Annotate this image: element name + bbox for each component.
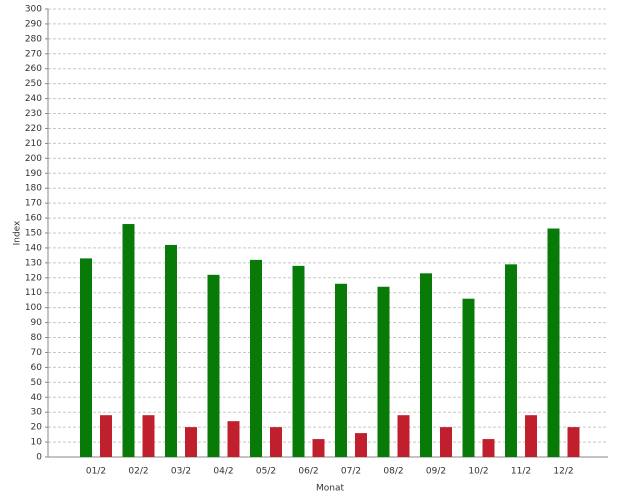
y-tick-label: 110 bbox=[25, 288, 42, 298]
bar bbox=[567, 427, 580, 457]
bar bbox=[250, 259, 262, 457]
y-tick-label: 230 bbox=[25, 109, 42, 119]
y-tick-label: 200 bbox=[25, 154, 42, 164]
y-tick-label: 60 bbox=[31, 363, 43, 373]
y-tick-label: 190 bbox=[25, 169, 42, 179]
y-tick-label: 240 bbox=[25, 94, 42, 104]
bar bbox=[440, 427, 452, 457]
x-tick-label: 03/2 bbox=[171, 467, 191, 477]
y-tick-label: 0 bbox=[36, 453, 42, 463]
y-tick-label: 300 bbox=[25, 5, 42, 15]
bar bbox=[185, 427, 197, 457]
bar bbox=[270, 427, 282, 457]
x-tick-label: 04/2 bbox=[213, 467, 233, 477]
bar bbox=[505, 264, 517, 457]
x-tick-label: 01/2 bbox=[86, 467, 106, 477]
x-tick-label: 07/2 bbox=[341, 467, 361, 477]
y-tick-label: 170 bbox=[25, 199, 42, 209]
x-tick-label: 12/2 bbox=[553, 467, 573, 477]
y-tick-label: 90 bbox=[31, 318, 43, 328]
y-tick-label: 150 bbox=[25, 229, 42, 239]
y-tick-label: 20 bbox=[31, 423, 43, 433]
y-tick-label: 10 bbox=[31, 438, 43, 448]
bar bbox=[122, 224, 135, 457]
y-tick-label: 70 bbox=[31, 348, 43, 358]
bar bbox=[100, 415, 112, 457]
y-tick-label: 30 bbox=[31, 408, 43, 418]
bar bbox=[397, 415, 410, 457]
x-axis-label: Monat bbox=[316, 484, 344, 494]
bar bbox=[165, 244, 177, 457]
bar bbox=[312, 439, 325, 457]
bar bbox=[420, 273, 432, 457]
x-tick-label: 05/2 bbox=[256, 467, 276, 477]
y-tick-label: 260 bbox=[25, 64, 42, 74]
y-axis-label: Index bbox=[13, 220, 23, 245]
y-tick-label: 50 bbox=[31, 378, 43, 388]
bar bbox=[525, 415, 537, 457]
y-tick-label: 120 bbox=[25, 273, 42, 283]
y-tick-label: 220 bbox=[25, 124, 42, 134]
bar bbox=[355, 433, 367, 457]
y-tick-label: 180 bbox=[25, 184, 42, 194]
y-tick-label: 80 bbox=[31, 333, 43, 343]
x-tick-label: 11/2 bbox=[511, 467, 531, 477]
x-tick-label: 08/2 bbox=[383, 467, 403, 477]
bar bbox=[80, 258, 92, 457]
x-tick-label: 06/2 bbox=[298, 467, 318, 477]
y-tick-label: 40 bbox=[31, 393, 43, 403]
bar bbox=[142, 415, 155, 457]
y-tick-label: 100 bbox=[25, 303, 42, 313]
y-tick-label: 250 bbox=[25, 79, 42, 89]
bar bbox=[227, 421, 240, 457]
y-tick-label: 290 bbox=[25, 19, 42, 29]
bar bbox=[482, 439, 495, 457]
bar bbox=[462, 298, 475, 457]
bar bbox=[292, 265, 305, 457]
bar bbox=[207, 274, 220, 457]
x-tick-label: 02/2 bbox=[128, 467, 148, 477]
bar bbox=[547, 228, 560, 457]
bar bbox=[335, 283, 347, 457]
x-tick-label: 10/2 bbox=[468, 467, 488, 477]
y-tick-label: 130 bbox=[25, 258, 42, 268]
x-tick-label: 09/2 bbox=[426, 467, 446, 477]
y-tick-label: 270 bbox=[25, 49, 42, 59]
y-tick-label: 140 bbox=[25, 243, 42, 253]
bar bbox=[377, 286, 390, 457]
y-tick-label: 280 bbox=[25, 34, 42, 44]
y-tick-label: 210 bbox=[25, 139, 42, 149]
y-tick-label: 160 bbox=[25, 214, 42, 224]
